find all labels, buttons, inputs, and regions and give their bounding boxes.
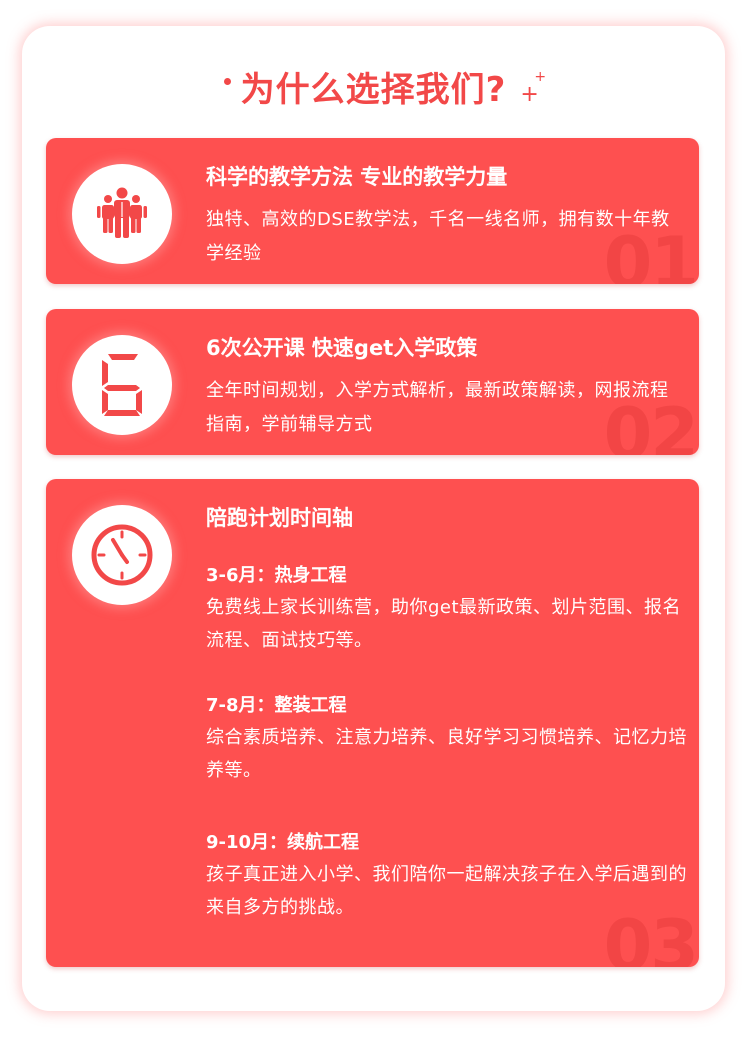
feature-card-open-classes: 02 6次公开课 快速get入学政策 全年时间规划，入学方式解析，最新政策解读，…	[46, 309, 699, 455]
people-group-icon	[97, 187, 147, 238]
heading: 为什么选择我们? + +	[0, 60, 747, 120]
card-title: 6次公开课 快速get入学政策	[206, 336, 478, 360]
icon-badge	[72, 505, 172, 605]
timeline-text: 孩子真正进入小学、我们陪你一起解决孩子在入学后遇到的来自多方的挑战。	[206, 864, 687, 918]
card-number: 02	[603, 393, 699, 455]
card-title: 陪跑计划时间轴	[206, 506, 353, 530]
card-number: 03	[603, 905, 699, 967]
page-title: 为什么选择我们? + +	[223, 60, 546, 120]
sparkle-plus-small-icon: +	[534, 69, 548, 85]
icon-badge	[72, 335, 172, 435]
icon-badge	[72, 164, 172, 264]
timeline-heading: 7-8月：整装工程	[206, 695, 347, 716]
card-body: 全年时间规划，入学方式解析，最新政策解读，网报流程指南，学前辅导方式	[206, 380, 669, 435]
timeline-section: 7-8月：整装工程 综合素质培养、注意力培养、良好学习习惯培养、记忆力培养等。	[206, 691, 696, 787]
digit-six-icon	[102, 354, 142, 416]
sparkle-plus-icon: +	[520, 82, 540, 107]
card-number: 01	[603, 222, 699, 284]
timeline-heading: 9-10月：续航工程	[206, 832, 360, 853]
feature-card-teaching: 01 科学的教学方法 专业的教学力量	[46, 138, 699, 284]
page-title-text: 为什么选择我们?	[240, 70, 507, 110]
timeline-text: 免费线上家长训练营，助你get最新政策、划片范围、报名流程、面试技巧等。	[206, 597, 682, 651]
timeline-section: 9-10月：续航工程 孩子真正进入小学、我们陪你一起解决孩子在入学后遇到的来自多…	[206, 828, 696, 924]
timeline-text: 综合素质培养、注意力培养、良好学习习惯培养、记忆力培养等。	[206, 727, 687, 781]
timeline-heading: 3-6月：热身工程	[206, 565, 347, 586]
feature-card-timeline: 03 陪跑计划时间轴 3-6月：热身工程 免费线上家长训练营，助你get最新政策…	[46, 479, 699, 967]
dot-decoration	[223, 78, 231, 85]
timeline-section: 3-6月：热身工程 免费线上家长训练营，助你get最新政策、划片范围、报名流程、…	[206, 561, 696, 657]
card-body: 独特、高效的DSE教学法，千名一线名师，拥有数十年教学经验	[206, 209, 670, 264]
card-title: 科学的教学方法 专业的教学力量	[206, 165, 508, 189]
clock-icon	[91, 524, 153, 586]
